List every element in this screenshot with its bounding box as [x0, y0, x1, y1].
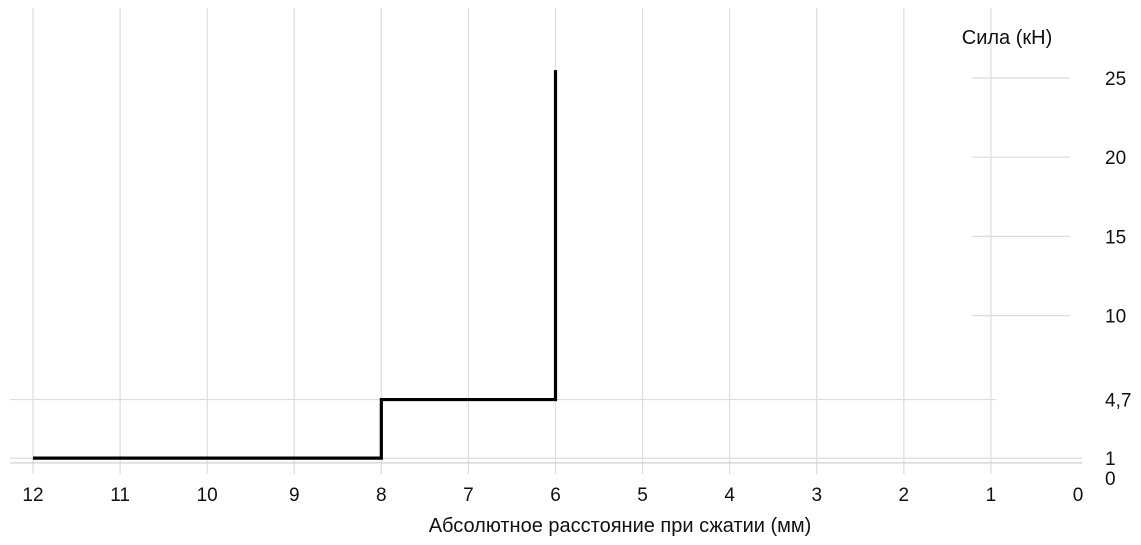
y-axis-ticks: 01 4,7 10 15 20 25 [1105, 69, 1131, 490]
x-tick-label: 1 [986, 485, 997, 506]
x-tick-label: 0 [1073, 485, 1084, 506]
horizontal-gridlines [10, 77, 1082, 464]
y-tick-label: 15 [1105, 227, 1126, 248]
x-tick-label: 5 [637, 485, 648, 506]
y-tick-label: 20 [1105, 148, 1126, 169]
x-tick-label: 11 [110, 485, 130, 506]
x-axis-ticks: 12 11 10 9 8 7 6 5 4 3 2 1 0 [22, 485, 1083, 506]
y-tick-label: 1 [1105, 449, 1116, 470]
y-axis-title: Сила (кН) [962, 27, 1052, 49]
series-layer [32, 69, 558, 460]
y-tick-label: 25 [1105, 69, 1126, 90]
x-tick-label: 3 [811, 485, 822, 506]
x-tick-label: 12 [22, 485, 43, 506]
x-tick-label: 4 [724, 485, 735, 506]
vertical-gridlines [32, 8, 992, 474]
x-tick-label: 9 [289, 485, 300, 506]
x-tick-label: 8 [376, 485, 387, 506]
x-tick-label: 2 [899, 485, 910, 506]
y-tick-label: 0 [1105, 469, 1116, 490]
x-tick-label: 10 [197, 485, 218, 506]
x-axis-title: Абсолютное расстояние при сжатии (мм) [429, 515, 812, 537]
y-tick-label: 4,7 [1105, 391, 1131, 412]
x-tick-label: 6 [550, 485, 561, 506]
x-tick-label: 7 [463, 485, 474, 506]
y-tick-label: 10 [1105, 307, 1126, 328]
